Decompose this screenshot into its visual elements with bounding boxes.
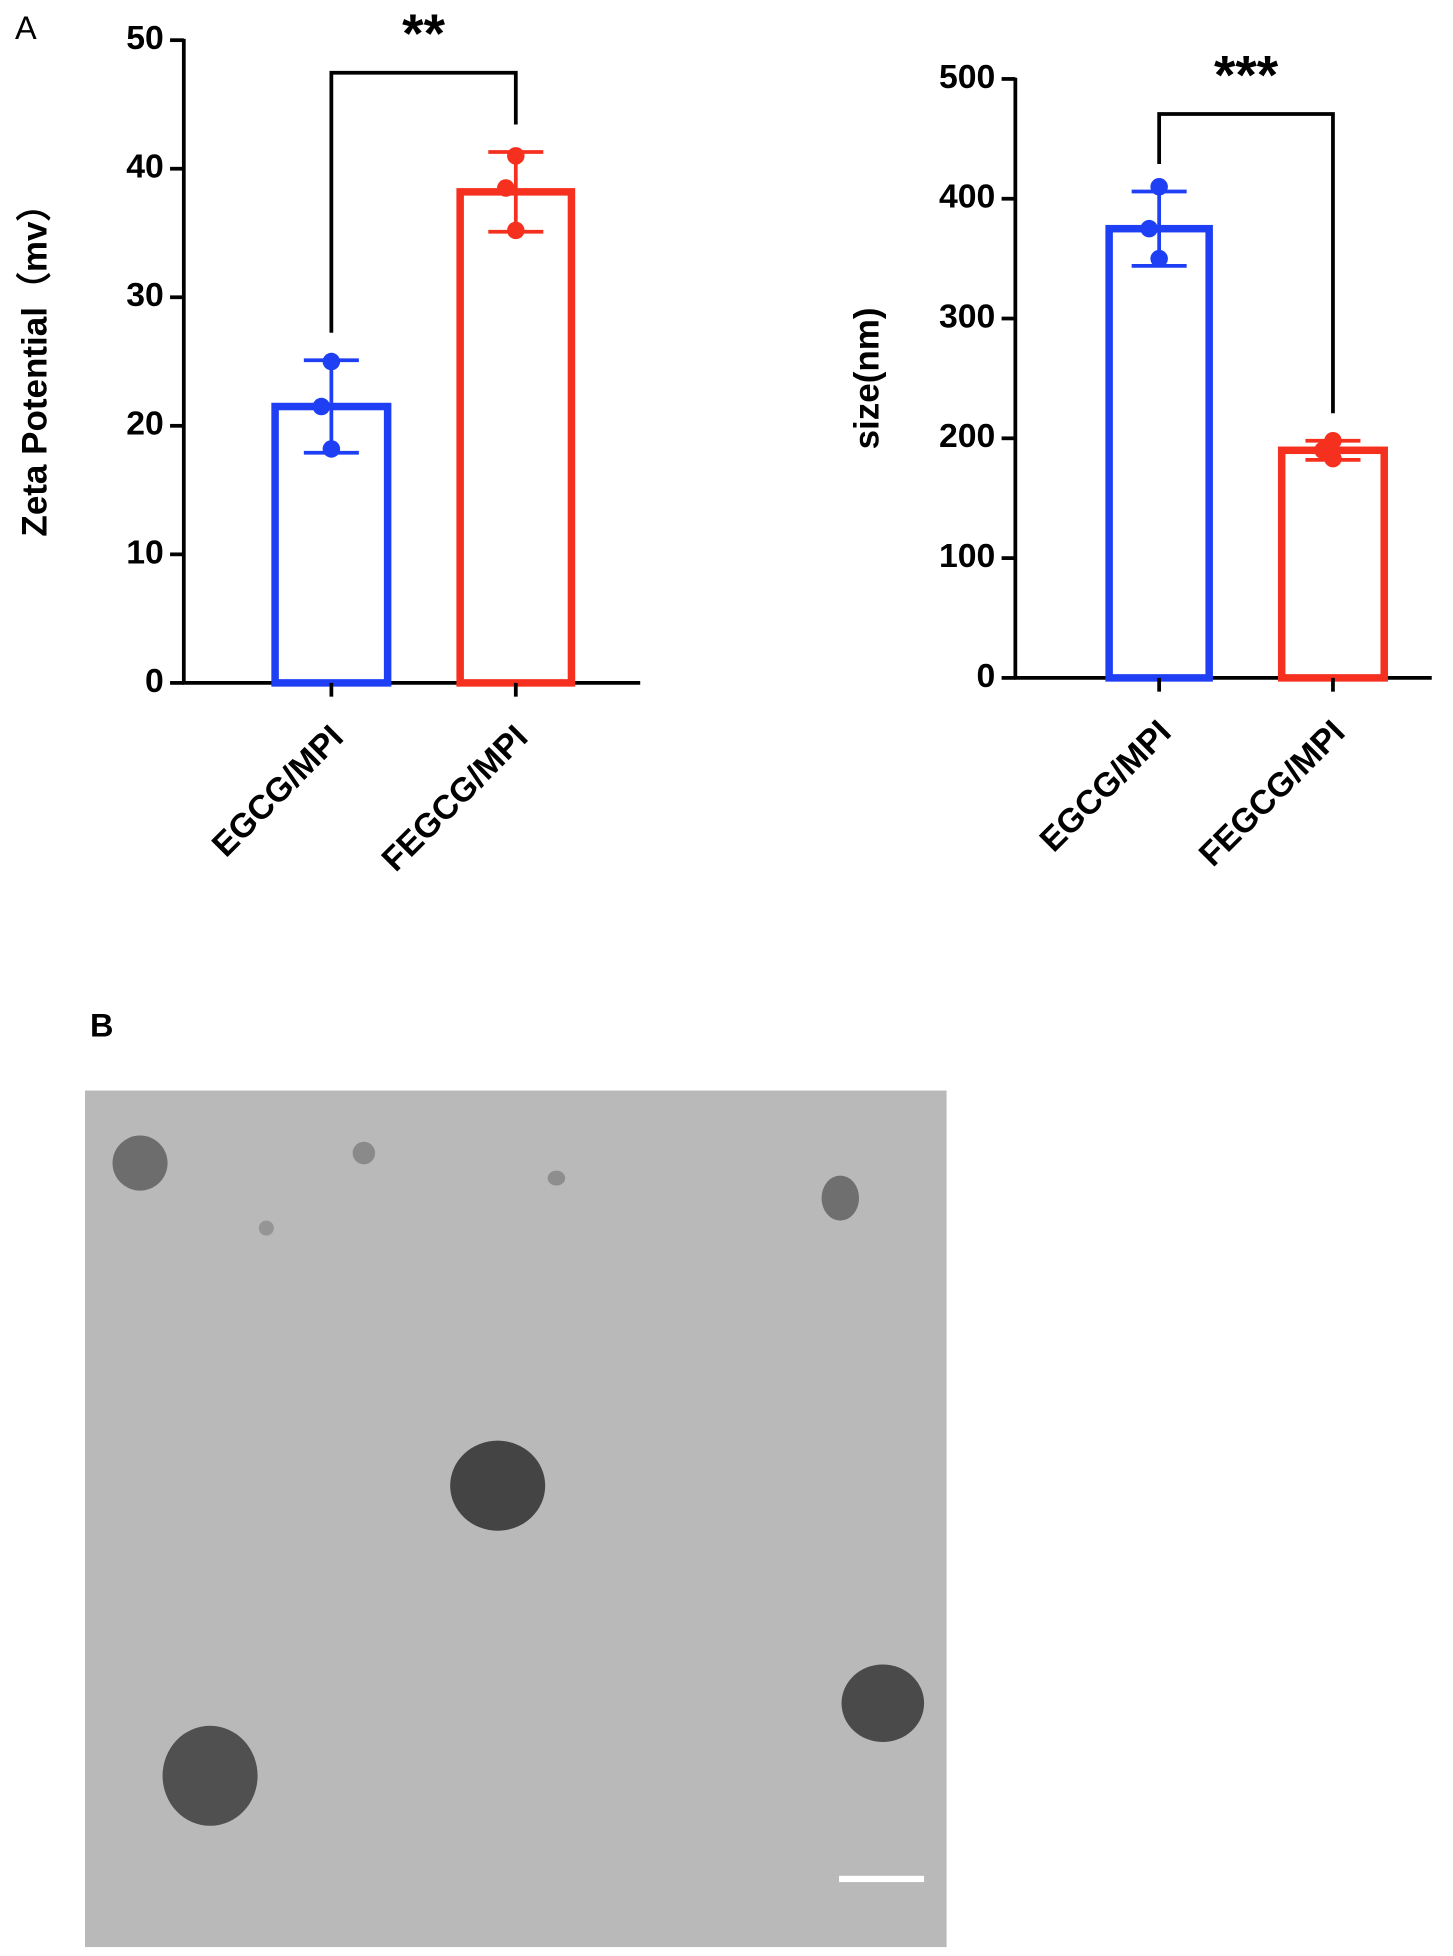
y-tick-label: 0 [977,657,996,695]
y-tick-label: 10 [126,533,164,571]
x-tick-label: EGCG/MPI [1032,713,1178,859]
significance-label: ** [402,2,445,64]
data-point [497,179,515,197]
y-tick-label: 40 [126,148,164,186]
data-point [1140,219,1158,238]
y-tick-label: 0 [145,662,164,700]
significance-label: *** [1214,43,1279,105]
y-tick-label: 200 [939,417,995,455]
significance-bracket [329,70,518,333]
data-point [322,352,341,371]
bar [1277,446,1388,682]
data-point [507,147,525,165]
bar [456,188,576,687]
data-point [1324,449,1342,468]
y-tick-label: 20 [126,405,164,443]
tem-image [85,1090,947,1948]
data-point [1150,249,1168,268]
data-point [312,397,331,416]
data-point [1150,177,1168,196]
y-tick-label: 500 [939,58,995,96]
significance-bracket [1157,112,1335,414]
x-tick-label: EGCG/MPI [205,718,351,864]
data-point [322,440,341,458]
x-tick-label: FEGCG/MPI [1192,713,1353,874]
y-axis-label: size(nm) [847,307,886,449]
panel-label: B [90,1008,113,1044]
bar [1105,224,1213,682]
panel-label: A [15,10,37,46]
y-tick-label: 300 [939,297,995,335]
y-tick-label: 30 [126,276,164,314]
x-tick-label: FEGCG/MPI [374,718,535,879]
y-tick-label: 50 [126,19,164,57]
data-point [507,221,525,240]
y-tick-label: 100 [939,537,995,575]
y-tick-label: 400 [939,178,995,216]
y-axis-label: Zeta Potential（mv） [16,186,55,536]
